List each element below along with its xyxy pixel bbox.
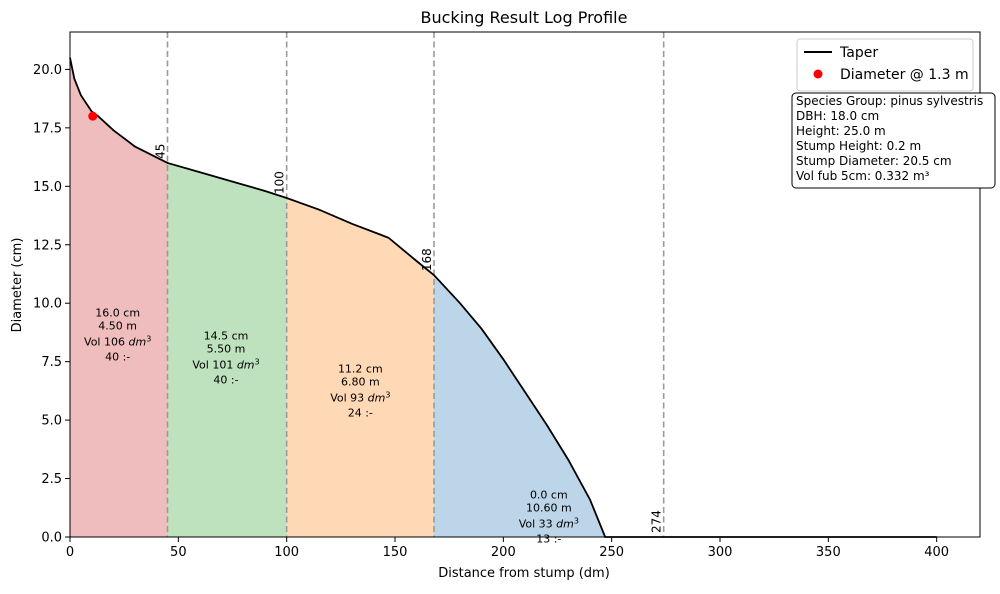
- x-tick-label: 350: [816, 545, 841, 560]
- segment-fill-2: [167, 162, 287, 537]
- segment-label-line: 40 :-: [105, 350, 130, 363]
- x-tick-label: 400: [924, 545, 949, 560]
- segment-label-line: Vol 93 dm3: [330, 390, 390, 404]
- segment-label-line: Vol 106 dm3: [84, 334, 151, 348]
- cut-label-100: 100: [273, 171, 287, 194]
- legend-marker-swatch: [813, 69, 823, 79]
- info-line: Vol fub 5cm: 0.332 m³: [796, 169, 930, 183]
- info-line: Height: 25.0 m: [796, 124, 886, 138]
- taper-line: [69, 57, 937, 538]
- segment-label-line: 10.60 m: [526, 502, 572, 515]
- y-tick-label: 20.0: [33, 63, 62, 78]
- y-tick-label: 10.0: [33, 297, 62, 312]
- segment-label-1: 16.0 cm4.50 m Vol 106 dm3 40 :-: [84, 306, 151, 363]
- y-tick-label: 5.0: [41, 414, 62, 429]
- cut-label-168: 168: [420, 248, 434, 271]
- segment-label-line: 6.80 m: [341, 375, 380, 388]
- x-tick-label: 300: [708, 545, 733, 560]
- info-line: Stump Diameter: 20.5 cm: [796, 154, 952, 168]
- segment-label-line: Vol 101 dm3: [192, 358, 259, 372]
- x-tick-label: 200: [491, 545, 516, 560]
- segment-fill-1: [70, 57, 168, 537]
- y-tick-label: 15.0: [33, 180, 62, 195]
- legend-box: [796, 38, 974, 92]
- info-line: DBH: 18.0 cm: [796, 109, 879, 123]
- segment-label-line: 5.50 m: [207, 343, 246, 356]
- segment-label-line: 4.50 m: [98, 319, 137, 332]
- x-axis-label: Distance from stump (dm): [438, 566, 610, 581]
- y-axis-label: Diameter (cm): [10, 238, 25, 333]
- segment-fill-3: [286, 198, 434, 537]
- dbh-point: [88, 111, 98, 121]
- y-tick-label: 7.5: [41, 355, 62, 370]
- segment-label-line: Vol 33 dm3: [519, 517, 579, 531]
- segment-label-line: 14.5 cm: [204, 330, 249, 343]
- segment-label-2: 14.5 cm5.50 m Vol 101 dm3 40 :-: [192, 330, 259, 387]
- info-line: Species Group: pinus sylvestris: [796, 94, 983, 108]
- x-tick-label: 250: [599, 545, 624, 560]
- cut-label-274: 274: [650, 510, 664, 533]
- chart-title: Bucking Result Log Profile: [421, 8, 628, 27]
- x-tick-label: 100: [274, 545, 299, 560]
- x-tick-label: 150: [383, 545, 408, 560]
- info-line: Stump Height: 0.2 m: [796, 139, 921, 153]
- segment-label-line: 13 :-: [536, 533, 561, 546]
- segment-label-3: 11.2 cm6.80 m Vol 93 dm3 24 :-: [330, 362, 390, 419]
- segment-label-line: 16.0 cm: [95, 306, 140, 319]
- segment-label-line: 11.2 cm: [338, 362, 383, 375]
- segment-fill-4: [434, 275, 664, 537]
- x-tick-label: 50: [170, 545, 187, 560]
- y-tick-label: 2.5: [41, 472, 62, 487]
- segment-label-line: 24 :-: [348, 406, 373, 419]
- legend-label: Diameter @ 1.3 m: [840, 67, 969, 83]
- y-tick-label: 0.0: [41, 531, 62, 546]
- cut-label-45: 45: [154, 144, 168, 159]
- legend-item-2: Diameter @ 1.3 m: [813, 67, 969, 83]
- legend-item-1: Taper: [804, 45, 878, 61]
- segment-label-line: 40 :-: [213, 374, 238, 387]
- x-tick-label: 0: [66, 545, 74, 560]
- y-tick-label: 17.5: [33, 121, 62, 136]
- legend-label: Taper: [839, 45, 878, 61]
- y-tick-label: 12.5: [33, 238, 62, 253]
- info-box: [791, 92, 996, 189]
- segment-label-line: 0.0 cm: [530, 489, 568, 502]
- plot-frame: [69, 31, 981, 538]
